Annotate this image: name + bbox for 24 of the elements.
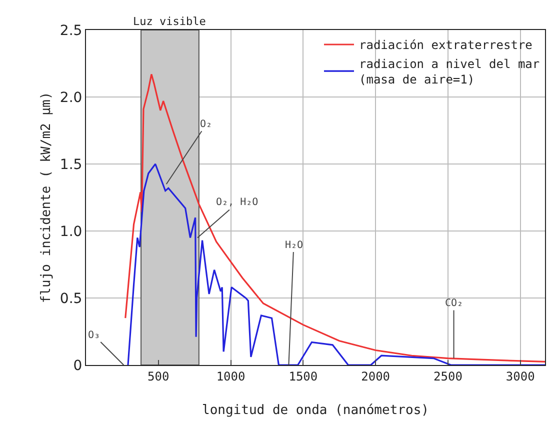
y-tick-label: 0: [73, 358, 82, 374]
y-tick-label: 1.0: [60, 224, 82, 240]
y-tick-label: 2.0: [60, 90, 82, 106]
x-tick-label: 2000: [361, 369, 390, 384]
y-tick-label: 1.5: [60, 156, 82, 173]
annotation: H₂O: [285, 240, 304, 251]
y-tick-label: 2.5: [60, 22, 82, 39]
annotation: O₂: [200, 119, 212, 130]
legend-label: radiacion a nivel del mar (masa de aire=1): [359, 56, 540, 87]
x-tick-label: 1000: [216, 369, 246, 384]
line-series: [124, 73, 545, 362]
line-series: [127, 163, 545, 365]
x-tick-label: 500: [148, 369, 170, 384]
annotation: O₃: [88, 330, 100, 341]
x-tick-label: 1500: [288, 369, 318, 384]
legend-label: radiación extraterrestre: [359, 38, 532, 52]
x-tick-label: 3000: [506, 369, 535, 384]
band-label: Luz visible: [133, 15, 206, 28]
annotation: CO₂: [445, 298, 464, 309]
y-tick-label: 0.5: [60, 290, 82, 307]
annotation: O₂, H₂O: [216, 197, 258, 208]
y-axis-title: flujo incidente ( kW/m2 µm): [39, 92, 54, 304]
x-axis-title: longitud de onda (nanómetros): [202, 403, 429, 418]
x-tick-label: 2500: [434, 369, 462, 384]
